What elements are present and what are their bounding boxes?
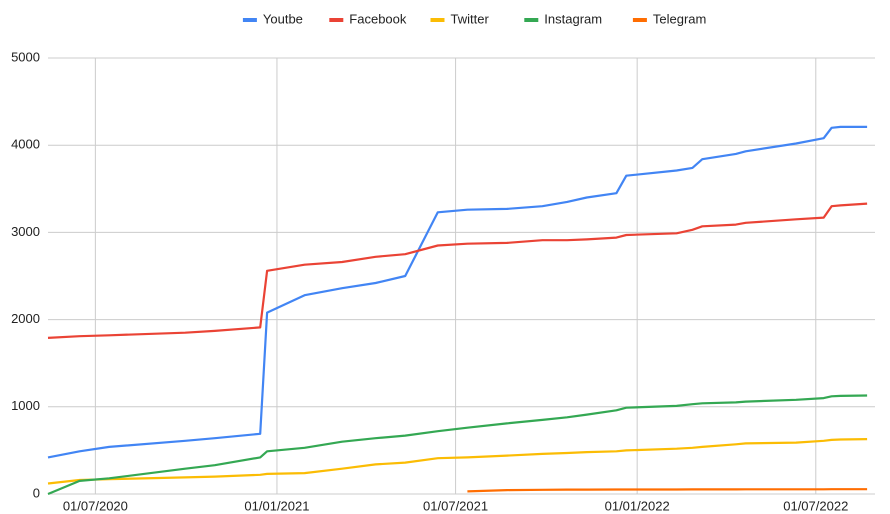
x-tick-label: 01/07/2021: [423, 498, 488, 513]
legend-label: Youtbe: [263, 11, 303, 26]
series-line: [47, 202, 868, 339]
y-tick-label: 5000: [11, 49, 40, 64]
legend-swatch: [430, 18, 445, 22]
x-tick-label: 01/01/2022: [605, 498, 670, 513]
series-line: [47, 438, 868, 485]
legend-swatch: [524, 18, 539, 22]
x-tick-label: 01/01/2021: [244, 498, 309, 513]
x-tick-label: 01/07/2020: [63, 498, 128, 513]
series-line: [47, 394, 868, 496]
legend-label: Instagram: [544, 11, 602, 26]
y-tick-label: 4000: [11, 137, 40, 152]
y-tick-label: 2000: [11, 311, 40, 326]
legend-label: Twitter: [451, 11, 490, 26]
legend-swatch: [632, 18, 647, 22]
x-tick-label: 01/07/2022: [783, 498, 848, 513]
y-tick-label: 0: [33, 485, 40, 500]
legend-swatch: [329, 18, 344, 22]
y-tick-label: 3000: [11, 224, 40, 239]
series-line: [467, 488, 868, 493]
legend-swatch: [242, 18, 257, 22]
legend-label: Facebook: [349, 11, 407, 26]
legend-label: Telegram: [653, 11, 706, 26]
y-tick-label: 1000: [11, 398, 40, 413]
series-line: [47, 125, 868, 459]
